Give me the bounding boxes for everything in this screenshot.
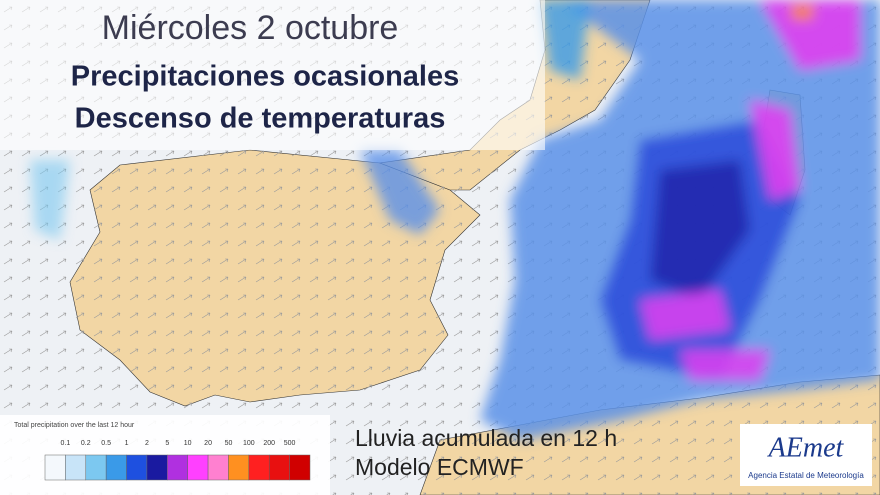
logo-name: AEmet — [767, 432, 845, 463]
footer-text: Modelo ECMWF — [355, 454, 524, 480]
legend-label: 0.5 — [101, 440, 111, 447]
legend-label: 500 — [284, 440, 296, 447]
legend-title: Total precipitation over the last 12 hou… — [14, 422, 135, 429]
legend-label: 20 — [204, 440, 212, 447]
date: Miércoles 2 octubre — [102, 9, 399, 47]
headline: Descenso de temperaturas — [75, 103, 446, 135]
legend-swatch — [228, 454, 250, 481]
legend-swatch — [65, 454, 87, 481]
legend-label: 1 — [125, 440, 129, 447]
logo-subtitle: Agencia Estatal de Meteorología — [748, 471, 864, 480]
legend: 0.1 0.2 0.5 1 2 5 10 20 50 100 200 500 — [44, 440, 311, 481]
legend-label: 0.1 — [61, 440, 71, 447]
legend-swatch — [146, 454, 168, 481]
precipitation — [30, 0, 880, 440]
legend-swatch — [167, 454, 188, 481]
legend-swatch — [248, 454, 270, 481]
logo-box — [740, 424, 872, 486]
legend-swatch — [126, 454, 148, 481]
legend-label: 10 — [184, 440, 192, 447]
legend-swatch — [85, 454, 107, 481]
legend-swatch — [268, 454, 290, 481]
legend-swatch — [187, 454, 209, 481]
legend-swatch — [289, 454, 311, 481]
legend-swatch — [105, 454, 127, 481]
legend-label: 100 — [243, 440, 255, 447]
footer-text: Lluvia acumulada en 12 h — [355, 425, 617, 451]
legend-label: 200 — [263, 440, 275, 447]
legend-label: 50 — [225, 440, 233, 447]
legend-label: 0.2 — [81, 440, 91, 447]
legend-label: 2 — [145, 440, 149, 447]
headline: Precipitaciones ocasionales — [71, 61, 459, 93]
title-band — [0, 0, 545, 150]
legend-label: 5 — [165, 440, 169, 447]
legend-swatch — [44, 454, 66, 481]
legend-swatch — [207, 454, 229, 481]
